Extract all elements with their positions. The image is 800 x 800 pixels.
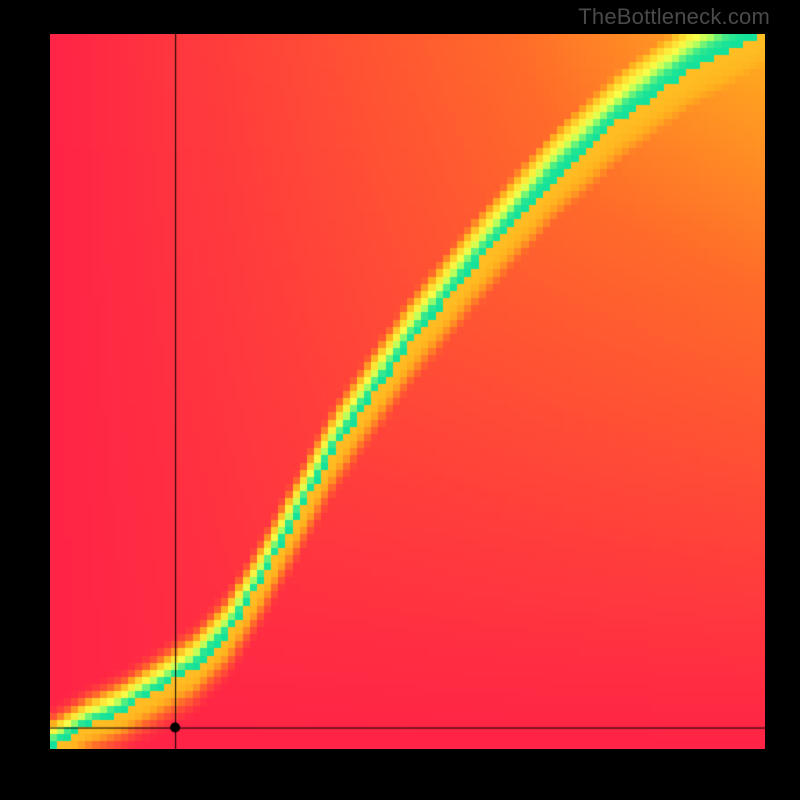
watermark-text: TheBottleneck.com <box>578 4 770 30</box>
chart-container: TheBottleneck.com <box>0 0 800 800</box>
bottleneck-heatmap <box>50 34 765 749</box>
